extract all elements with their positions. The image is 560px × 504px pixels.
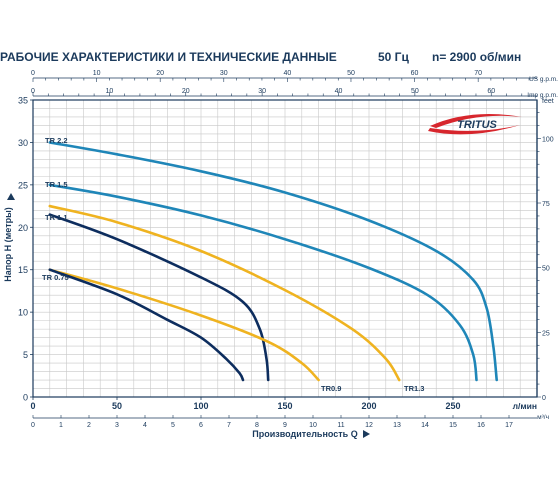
- us-gpm-tick-label: 0: [31, 70, 35, 77]
- imp-gpm-tick-label: 30: [258, 88, 266, 95]
- m3h-tick-label: 12: [365, 422, 373, 429]
- curve-label: TR 1.5: [45, 180, 68, 189]
- x-unit-label: л/мин: [513, 401, 537, 411]
- m3h-tick-label: 10: [309, 422, 317, 429]
- logo-swoosh-top: [430, 114, 522, 128]
- logo-wordmark: TRITUS: [457, 119, 497, 131]
- m3h-tick-label: 2: [87, 422, 91, 429]
- m3h-tick-label: 15: [449, 422, 457, 429]
- frequency-label: 50 Гц: [378, 50, 409, 64]
- feet-tick-label: 0: [542, 395, 546, 402]
- us-gpm-tick-label: 20: [156, 70, 164, 77]
- x-axis-arrow-icon: [363, 430, 370, 438]
- y-tick-label: 10: [18, 308, 28, 318]
- feet-unit-label: feet: [542, 98, 554, 105]
- x-tick-label: 0: [30, 401, 35, 411]
- m3h-tick-label: 5: [171, 422, 175, 429]
- y-axis-label: Напор H (метры): [3, 207, 13, 282]
- us-gpm-unit-label: US g.p.m.: [529, 76, 558, 83]
- y-tick-label: 25: [18, 180, 28, 190]
- imp-gpm-tick-label: 0: [31, 88, 35, 95]
- feet-tick-label: 50: [542, 266, 550, 273]
- imp-gpm-tick-label: 10: [105, 88, 113, 95]
- x-tick-label: 50: [112, 401, 122, 411]
- us-gpm-tick-label: 70: [474, 70, 482, 77]
- y-tick-label: 15: [18, 265, 28, 275]
- imp-gpm-unit-label: Imp g.p.m.: [527, 92, 558, 99]
- x-axis-label: Производительность Q: [252, 429, 357, 439]
- curve-tr-1-5: [48, 183, 478, 382]
- curve-tr-0-75: [48, 268, 245, 382]
- y-tick-label: 30: [18, 138, 28, 148]
- curve-label: TR 1.1: [45, 213, 68, 222]
- us-gpm-tick-label: 40: [283, 70, 291, 77]
- imp-gpm-tick-label: 20: [182, 88, 190, 95]
- imp-gpm-tick-label: 40: [335, 88, 343, 95]
- m3h-tick-label: 16: [477, 422, 485, 429]
- m3h-tick-label: 9: [283, 422, 287, 429]
- m3h-tick-label: 17: [505, 422, 513, 429]
- y-tick-label: 35: [18, 96, 28, 106]
- logo-swoosh-bottom: [428, 125, 520, 135]
- tritus-logo: TRITUS: [428, 114, 522, 135]
- y-tick-label: 20: [18, 223, 28, 233]
- x-tick-label: 200: [361, 401, 376, 411]
- curve-tr-2-2: [48, 141, 498, 382]
- curve-tr-1-3: [48, 204, 401, 382]
- speed-label: n= 2900 об/мин: [432, 50, 522, 64]
- us-gpm-tick-label: 50: [347, 70, 355, 77]
- feet-tick-label: 100: [542, 136, 554, 143]
- feet-tick-label: 25: [542, 330, 550, 337]
- imp-gpm-tick-label: 50: [411, 88, 419, 95]
- m3h-tick-label: 7: [227, 422, 231, 429]
- curve-label: TR0.9: [321, 384, 341, 393]
- curve-label: TR1.3: [404, 384, 424, 393]
- us-gpm-tick-label: 30: [220, 70, 228, 77]
- m3h-tick-label: 8: [255, 422, 259, 429]
- grid-lines: [33, 100, 537, 397]
- x-tick-label: 100: [193, 401, 208, 411]
- curve-label: TR 2.2: [45, 136, 68, 145]
- m3h-tick-label: 14: [421, 422, 429, 429]
- m3h-tick-label: 4: [143, 422, 147, 429]
- m3h-tick-label: 6: [199, 422, 203, 429]
- x-tick-label: 250: [445, 401, 460, 411]
- y-tick-label: 0: [23, 393, 28, 403]
- m3h-tick-label: 1: [59, 422, 63, 429]
- us-gpm-tick-label: 60: [411, 70, 419, 77]
- m3h-tick-label: 13: [393, 422, 401, 429]
- m3h-tick-label: 11: [337, 422, 344, 429]
- feet-tick-label: 75: [542, 201, 550, 208]
- chart-title: РАБОЧИЕ ХАРАКТЕРИСТИКИ И ТЕХНИЧЕСКИЕ ДАН…: [0, 50, 337, 64]
- y-axis-arrow-icon: [7, 193, 15, 200]
- m3h-tick-label: 3: [115, 422, 119, 429]
- curve-label: TR 0.75: [42, 273, 69, 282]
- y-tick-label: 5: [23, 350, 28, 360]
- m3h-unit-label: м³/ч: [537, 414, 549, 421]
- x-tick-label: 150: [277, 401, 292, 411]
- us-gpm-tick-label: 10: [93, 70, 101, 77]
- curve-tr-1-1: [48, 213, 270, 382]
- imp-gpm-tick-label: 60: [487, 88, 495, 95]
- m3h-tick-label: 0: [31, 422, 35, 429]
- curve-tr-0-9: [48, 268, 320, 382]
